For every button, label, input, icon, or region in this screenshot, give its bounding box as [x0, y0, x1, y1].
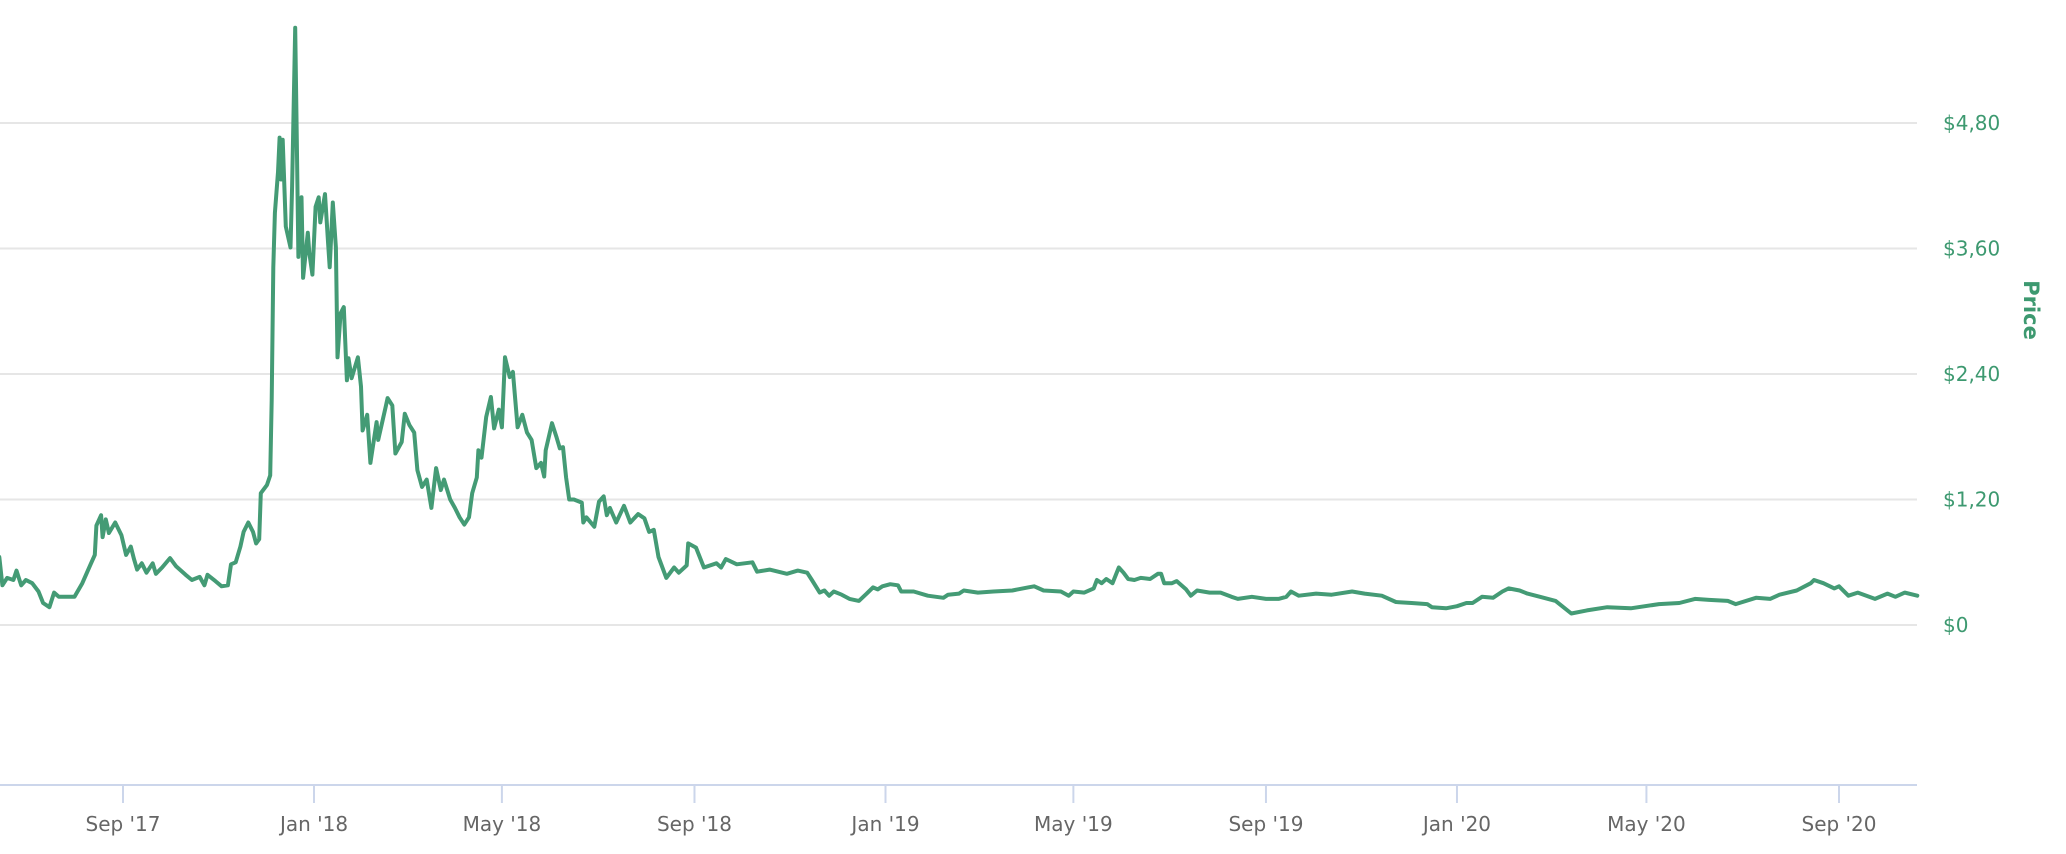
- x-axis: Sep '17 Jan '18 May '18 Sep '18 Jan '19 May '…: [86, 785, 1877, 836]
- x-tick-label: Jan '18: [278, 812, 348, 836]
- y-tick-label: $3,60: [1943, 237, 2000, 261]
- y-gridlines: [0, 122, 1917, 626]
- price-line[interactable]: [0, 25, 1920, 616]
- x-tick-label: Sep '17: [86, 812, 161, 836]
- y-tick-label: $1,20: [1943, 488, 2000, 512]
- x-tick-label: Sep '18: [657, 812, 732, 836]
- x-tick-label: May '20: [1607, 812, 1686, 836]
- y-tick-label: $2,40: [1943, 362, 2000, 386]
- x-tick-label: Jan '19: [849, 812, 919, 836]
- x-tick-label: Sep '20: [1802, 812, 1877, 836]
- y-axis-title: Price: [2019, 280, 2043, 340]
- y-axis-labels: $4,80 $3,60 $2,40 $1,20 $0: [1943, 111, 2000, 637]
- x-tick-label: Jan '20: [1421, 812, 1491, 836]
- x-tick-label: May '19: [1034, 812, 1113, 836]
- x-tick-label: Sep '19: [1228, 812, 1303, 836]
- x-tick-label: May '18: [463, 812, 542, 836]
- y-tick-label: $4,80: [1943, 111, 2000, 135]
- y-tick-label: $0: [1943, 613, 1968, 637]
